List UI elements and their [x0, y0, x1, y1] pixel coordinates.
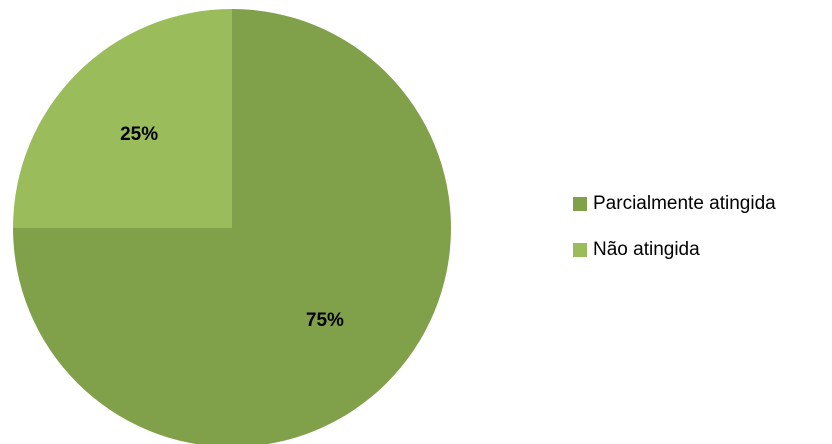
legend-swatch-1: [573, 197, 587, 211]
legend: Parcialmente atingida Não atingida: [573, 193, 776, 260]
legend-swatch-2: [573, 243, 587, 257]
data-label-1: 75%: [306, 310, 344, 331]
data-label-2: 25%: [120, 124, 158, 145]
pie-data-labels: 75% 25%: [120, 124, 344, 331]
pie-slice-2: [13, 9, 232, 228]
legend-label-1: Parcialmente atingida: [593, 193, 776, 214]
legend-label-2: Não atingida: [593, 239, 700, 260]
pie-slices: [13, 9, 451, 444]
